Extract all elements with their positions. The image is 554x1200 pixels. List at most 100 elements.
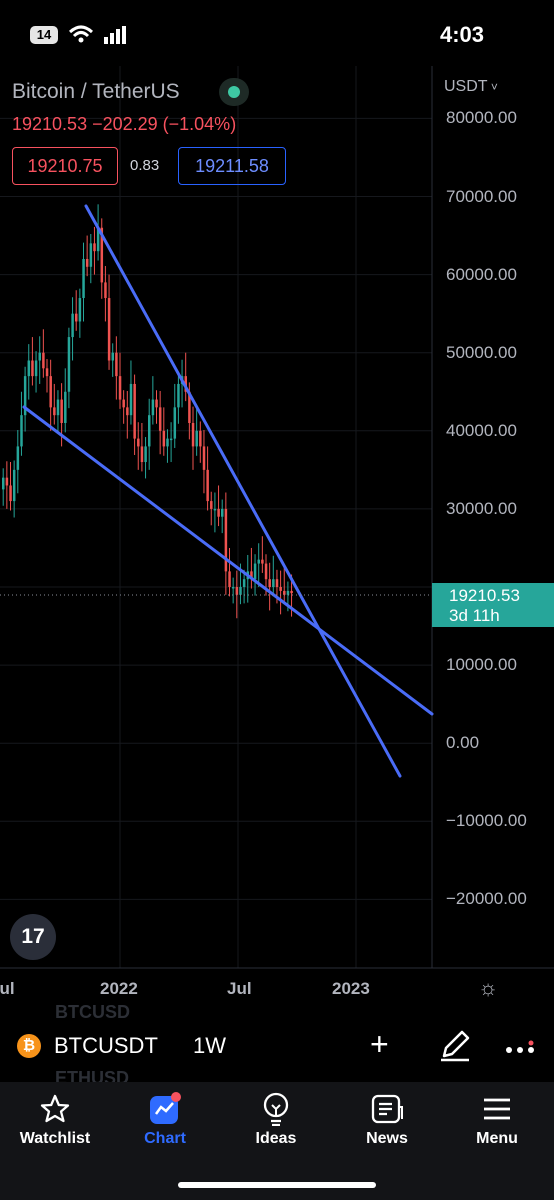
candle (202, 446, 206, 470)
candle (206, 469, 209, 502)
candle (2, 477, 5, 490)
candle (20, 415, 23, 447)
tradingview-logo[interactable]: 17 (10, 914, 56, 960)
hamburger-icon (484, 1098, 510, 1120)
candle (268, 579, 271, 587)
candle (115, 352, 118, 377)
last-price-value: 19210.53 (449, 586, 520, 605)
add-icon[interactable]: + (370, 1026, 389, 1062)
candle (228, 571, 231, 587)
lightbulb-icon (263, 1092, 289, 1126)
candle (275, 579, 279, 587)
candle (140, 446, 144, 463)
chevron-down-icon: ˅ (487, 80, 498, 94)
candle (23, 376, 27, 416)
nav-ideas[interactable]: Ideas (226, 1092, 326, 1148)
candle (231, 587, 235, 589)
price-tick: 40000.00 (446, 420, 517, 440)
candle (148, 415, 151, 447)
candle (177, 383, 180, 408)
candle (184, 376, 187, 392)
candle (100, 227, 104, 283)
candle (199, 430, 202, 447)
trendline (22, 405, 434, 716)
nav-label: Chart (144, 1130, 186, 1147)
chart-icon (150, 1092, 181, 1124)
price-tick: 50000.00 (446, 342, 517, 362)
candle (89, 243, 93, 267)
bar-countdown: 3d 11h (449, 606, 500, 625)
price-tick: 0.00 (446, 733, 480, 753)
candle (38, 352, 41, 361)
candle (71, 313, 74, 338)
candle (144, 446, 147, 463)
symbol-selector[interactable]: BTCUSDT (54, 1033, 158, 1058)
last-price-tag: 19210.53 3d 11h (432, 583, 554, 627)
candle (210, 501, 213, 509)
buy-button[interactable]: 19211.58 (178, 147, 286, 185)
time-tick: 2022 (100, 979, 138, 998)
currency-selector[interactable]: USDT ˅ (444, 78, 498, 96)
candle (118, 376, 122, 400)
candle (78, 298, 82, 322)
star-icon (40, 1094, 70, 1123)
notification-badge: 14 (30, 26, 58, 44)
candle (195, 430, 198, 447)
candle (133, 383, 136, 439)
candle (45, 368, 49, 377)
candle (111, 352, 114, 361)
interval-selector[interactable]: 1W (193, 1033, 226, 1058)
nav-news[interactable]: News (337, 1092, 437, 1148)
price-tick: 10000.00 (446, 655, 517, 675)
candle (42, 352, 45, 369)
candle (49, 376, 52, 408)
candle (155, 399, 158, 408)
symbol-title: Bitcoin / TetherUS (12, 80, 180, 103)
candle (217, 508, 220, 517)
candle (85, 258, 89, 267)
candle (188, 391, 191, 423)
sell-button[interactable]: 19210.75 (12, 147, 118, 185)
home-indicator[interactable] (178, 1182, 376, 1188)
nav-chart[interactable]: Chart (115, 1092, 215, 1148)
draw-pen-icon[interactable] (438, 1028, 472, 1062)
candle (173, 407, 177, 439)
candle (239, 587, 242, 595)
candle (290, 590, 293, 594)
candle (107, 298, 111, 361)
time-tick: 2023 (332, 979, 370, 998)
candle (166, 438, 169, 447)
candle (34, 360, 38, 377)
nav-label: Ideas (255, 1130, 297, 1147)
nav-watchlist[interactable]: Watchlist (5, 1092, 105, 1148)
spread-value: 0.83 (130, 157, 160, 174)
price-chart[interactable] (0, 66, 554, 970)
signal-icon (104, 26, 126, 44)
price-tick: −10000.00 (446, 811, 527, 831)
news-icon (371, 1094, 403, 1124)
candle (213, 508, 217, 511)
candle (56, 399, 60, 416)
wifi-icon (68, 25, 94, 43)
nav-label: Menu (476, 1130, 518, 1147)
bitcoin-icon: ₿ (17, 1034, 41, 1058)
currency-label: USDT (444, 78, 488, 95)
time-tick: Jul (227, 979, 252, 998)
candle (60, 399, 63, 423)
candle (261, 559, 264, 564)
status-time: 4:03 (440, 22, 485, 47)
candle (151, 399, 155, 416)
candle (221, 508, 224, 517)
nav-menu[interactable]: Menu (447, 1092, 547, 1148)
price-tick: 60000.00 (446, 264, 517, 284)
more-options-icon[interactable] (505, 1040, 535, 1056)
candle (82, 258, 85, 299)
candle (272, 579, 275, 587)
candle (67, 337, 71, 392)
candle (129, 383, 133, 416)
candle (53, 407, 56, 416)
candle (253, 563, 257, 580)
candle (122, 399, 125, 408)
time-tick: Jul (0, 979, 15, 998)
settings-gear-icon[interactable]: ☼ (478, 975, 499, 1000)
